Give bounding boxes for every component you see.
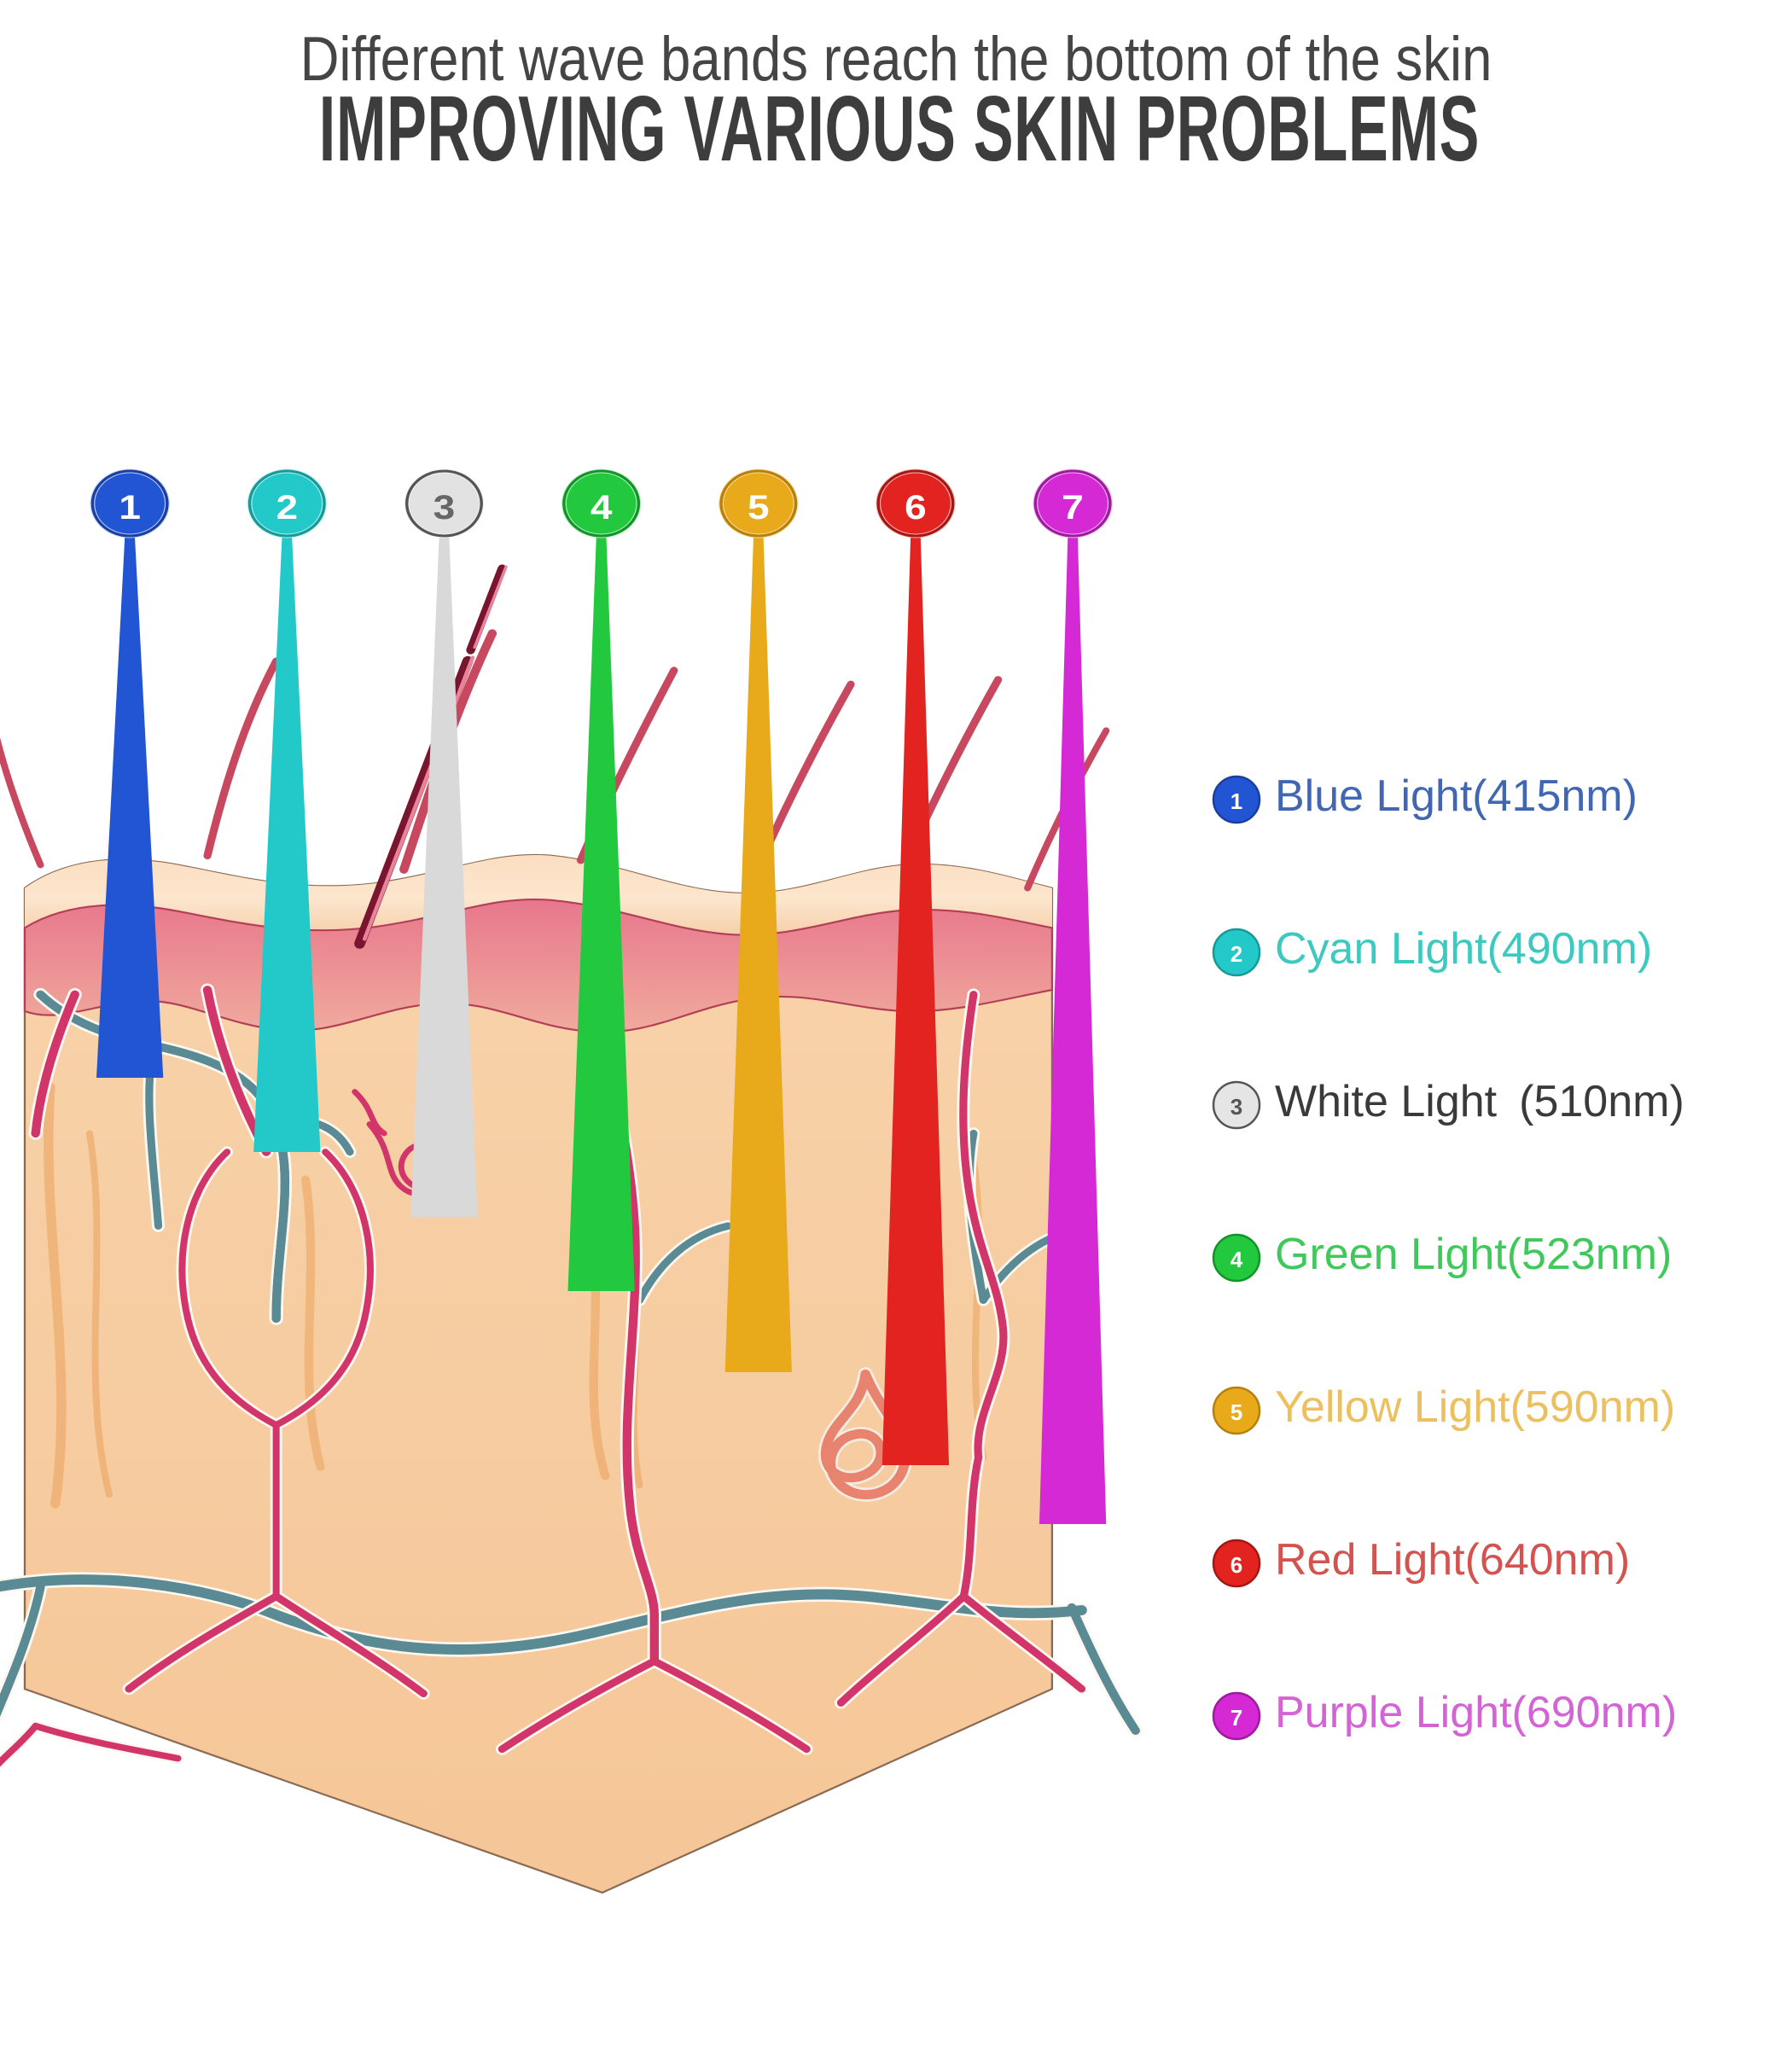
svg-text:Yellow Light(590nm): Yellow Light(590nm): [1275, 1382, 1675, 1432]
svg-text:7: 7: [1231, 1705, 1242, 1731]
svg-text:Green Light(523nm): Green Light(523nm): [1275, 1230, 1672, 1279]
svg-text:1: 1: [119, 489, 141, 527]
svg-text:3: 3: [433, 489, 456, 527]
svg-text:5: 5: [748, 489, 770, 527]
svg-text:3: 3: [1231, 1094, 1242, 1120]
svg-text:White Light (510nm): White Light (510nm): [1275, 1077, 1684, 1126]
svg-text:5: 5: [1231, 1399, 1242, 1425]
svg-text:Cyan Light(490nm): Cyan Light(490nm): [1275, 924, 1652, 974]
svg-text:Blue Light(415nm): Blue Light(415nm): [1275, 771, 1638, 821]
svg-text:Red Light(640nm): Red Light(640nm): [1275, 1535, 1630, 1585]
svg-text:4: 4: [591, 489, 613, 527]
svg-text:2: 2: [1231, 941, 1242, 967]
svg-text:1: 1: [1231, 788, 1242, 814]
svg-text:6: 6: [1231, 1552, 1242, 1578]
svg-text:6: 6: [905, 489, 927, 527]
svg-text:7: 7: [1062, 489, 1084, 527]
svg-text:2: 2: [276, 489, 299, 527]
svg-text:4: 4: [1231, 1247, 1243, 1272]
svg-text:Purple Light(690nm): Purple Light(690nm): [1275, 1688, 1677, 1737]
